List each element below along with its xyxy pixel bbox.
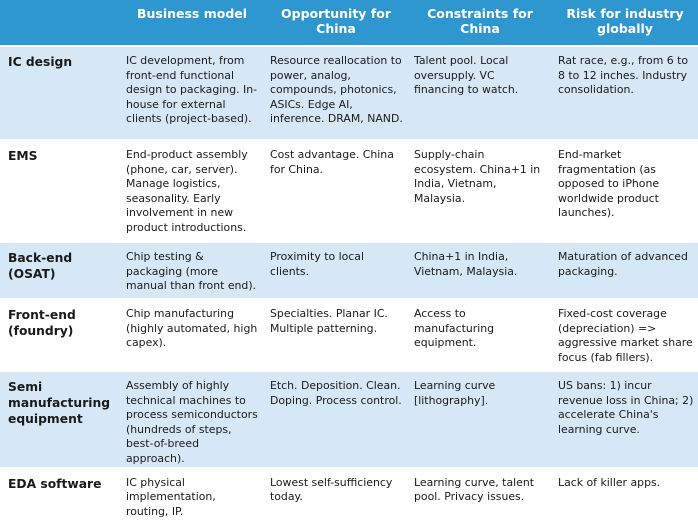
table-row: Back-end (OSAT) Chip testing & packaging… — [0, 243, 698, 300]
row-label-ic-design: IC design — [0, 47, 120, 141]
cell-business-model: Chip testing & packaging (more manual th… — [120, 243, 264, 300]
header-row: Business model Opportunity for China Con… — [0, 0, 698, 47]
cell-constraints: Access to manufacturing equipment. — [408, 300, 552, 372]
header-corner-cell — [0, 0, 120, 47]
table-row: EMS End-product assembly (phone, car, se… — [0, 141, 698, 243]
row-label-ems: EMS — [0, 141, 120, 243]
cell-risk: Rat race, e.g., from 6 to 8 to 12 inches… — [552, 47, 698, 141]
table-row: Front-end (foundry) Chip manufacturing (… — [0, 300, 698, 372]
table-row: Semi manufacturing equipment Assembly of… — [0, 372, 698, 469]
cell-opportunity: Proximity to local clients. — [264, 243, 408, 300]
cell-business-model: IC development, from front-end functiona… — [120, 47, 264, 141]
cell-risk: Fixed-cost coverage (depreciation) => ag… — [552, 300, 698, 372]
cell-opportunity: Etch. Deposition. Clean. Doping. Process… — [264, 372, 408, 469]
cell-risk: US bans: 1) incur revenue loss in China;… — [552, 372, 698, 469]
row-label-front-end: Front-end (foundry) — [0, 300, 120, 372]
cell-constraints: Learning curve, talent pool. Privacy iss… — [408, 468, 552, 524]
row-label-semi-equipment: Semi manufacturing equipment — [0, 372, 120, 469]
cell-constraints: Talent pool. Local oversupply. VC financ… — [408, 47, 552, 141]
row-label-eda-software: EDA software — [0, 468, 120, 524]
cell-opportunity: Lowest self-sufficiency today. — [264, 468, 408, 524]
cell-risk: Maturation of advanced packaging. — [552, 243, 698, 300]
table-row: EDA software IC physical implementation,… — [0, 468, 698, 524]
row-label-back-end: Back-end (OSAT) — [0, 243, 120, 300]
header-constraints: Constraints for China — [408, 0, 552, 47]
cell-opportunity: Cost advantage. China for China. — [264, 141, 408, 243]
cell-risk: End-market fragmentation (as opposed to … — [552, 141, 698, 243]
cell-business-model: End-product assembly (phone, car, server… — [120, 141, 264, 243]
cell-opportunity: Resource reallocation to power, analog, … — [264, 47, 408, 141]
cell-constraints: Learning curve [lithography]. — [408, 372, 552, 469]
header-business-model: Business model — [120, 0, 264, 47]
cell-opportunity: Specialties. Planar IC. Multiple pattern… — [264, 300, 408, 372]
cell-constraints: Supply-chain ecosystem. China+1 in India… — [408, 141, 552, 243]
cell-constraints: China+1 in India, Vietnam, Malaysia. — [408, 243, 552, 300]
cell-business-model: Chip manufacturing (highly automated, hi… — [120, 300, 264, 372]
header-opportunity: Opportunity for China — [264, 0, 408, 47]
cell-business-model: Assembly of highly technical machines to… — [120, 372, 264, 469]
cell-risk: Lack of killer apps. — [552, 468, 698, 524]
header-risk: Risk for industry globally — [552, 0, 698, 47]
table-row: IC design IC development, from front-end… — [0, 47, 698, 141]
cell-business-model: IC physical implementation, routing, IP. — [120, 468, 264, 524]
